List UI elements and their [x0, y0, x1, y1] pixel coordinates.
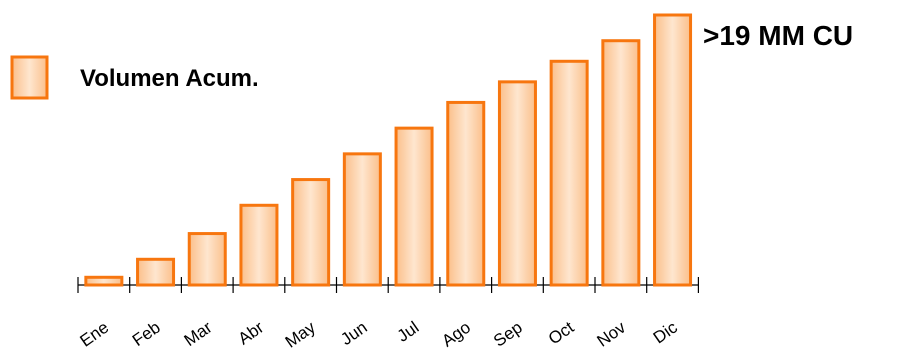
x-tick-label-jun: Jun [337, 318, 370, 349]
legend-swatch [10, 55, 49, 100]
x-axis [77, 277, 700, 293]
bar-mar [187, 232, 227, 287]
x-tick-label-nov: Nov [593, 317, 629, 350]
x-tick-label-ago: Ago [438, 318, 474, 351]
x-tick-label-ene: Ene [76, 318, 112, 351]
bar-oct [549, 59, 589, 287]
bar-dic [653, 13, 693, 287]
bar-nov [601, 39, 641, 287]
bar-feb [136, 257, 176, 287]
bar-may [291, 178, 331, 287]
x-tick-label-dic: Dic [650, 317, 681, 347]
x-tick-label-sep: Sep [490, 318, 526, 351]
x-tick-label-mar: Mar [181, 318, 216, 351]
x-tick-label-abr: Abr [235, 318, 268, 349]
bar-ago [446, 100, 486, 287]
x-tick-labels: Ene Feb Mar Abr May Jun Jul Ago Sep Oct Nov Dic [76, 317, 681, 351]
bar-ene [84, 275, 124, 287]
bar-jul [394, 126, 434, 287]
x-tick-label-jul: Jul [394, 318, 423, 346]
x-tick-label-oct: Oct [545, 318, 578, 349]
x-tick-label-may: May [282, 317, 320, 351]
legend-label: Volumen Acum. [80, 65, 259, 92]
x-tick-label-feb: Feb [129, 318, 164, 350]
bar-abr [239, 203, 279, 287]
bar-sep [497, 80, 537, 287]
total-annotation: >19 MM CU [703, 20, 853, 51]
bar-jun [342, 152, 382, 287]
bars-group [84, 13, 693, 287]
